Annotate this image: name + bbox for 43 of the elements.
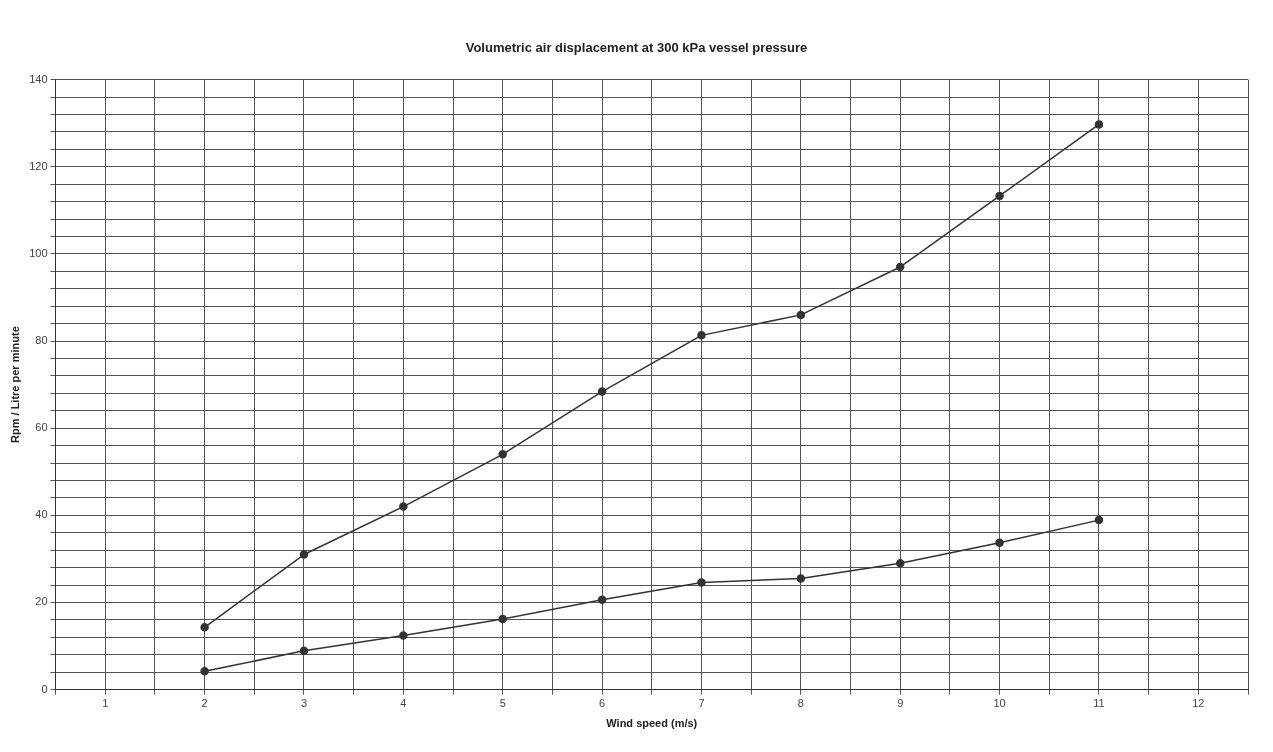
point (1094, 515, 1104, 525)
x-tick-label: 2 (201, 697, 208, 710)
y-tick-label: 20 (35, 595, 48, 608)
x-tick-label: 6 (599, 697, 606, 710)
x-tick-label: 9 (897, 697, 904, 710)
point (299, 550, 309, 559)
x-tick-label: 8 (797, 697, 804, 710)
x-tick-label: 11 (1093, 697, 1105, 710)
x-axis-title: Wind speed (m/s) (606, 717, 698, 730)
y-tick-label: 80 (35, 334, 48, 347)
point (796, 310, 806, 320)
chart-title: Volumetric air displacement at 300 kPa vessel pressure (464, 40, 809, 55)
y-tick-label: 100 (29, 246, 48, 259)
point (498, 614, 507, 624)
point (200, 623, 209, 632)
y-tick-label: 40 (35, 508, 48, 521)
point (200, 667, 209, 676)
x-tick-label: 12 (1192, 697, 1205, 710)
point (995, 538, 1004, 548)
point (697, 578, 706, 587)
point (399, 502, 408, 511)
x-tick-label: 3 (300, 697, 308, 710)
point (697, 331, 706, 340)
x-tick-label: 10 (993, 697, 1006, 710)
y-tick-label: 0 (41, 682, 48, 695)
x-tick-label: 1 (102, 697, 109, 710)
point (1094, 120, 1104, 129)
y-tick-label: 120 (29, 159, 48, 172)
point (299, 646, 309, 656)
x-tick-label: 7 (698, 697, 705, 710)
point (895, 558, 905, 568)
point (895, 262, 905, 272)
point (399, 631, 408, 640)
y-tick-label: 60 (35, 421, 48, 434)
y-tick-label: 140 (29, 72, 48, 85)
x-tick-label: 5 (499, 697, 506, 710)
point (597, 595, 607, 605)
point (796, 574, 806, 583)
y-axis-title: Rpm / Litre per minute (8, 326, 21, 443)
x-tick-label: 4 (400, 697, 407, 710)
point (995, 191, 1004, 201)
point (498, 450, 507, 459)
point (597, 387, 607, 396)
